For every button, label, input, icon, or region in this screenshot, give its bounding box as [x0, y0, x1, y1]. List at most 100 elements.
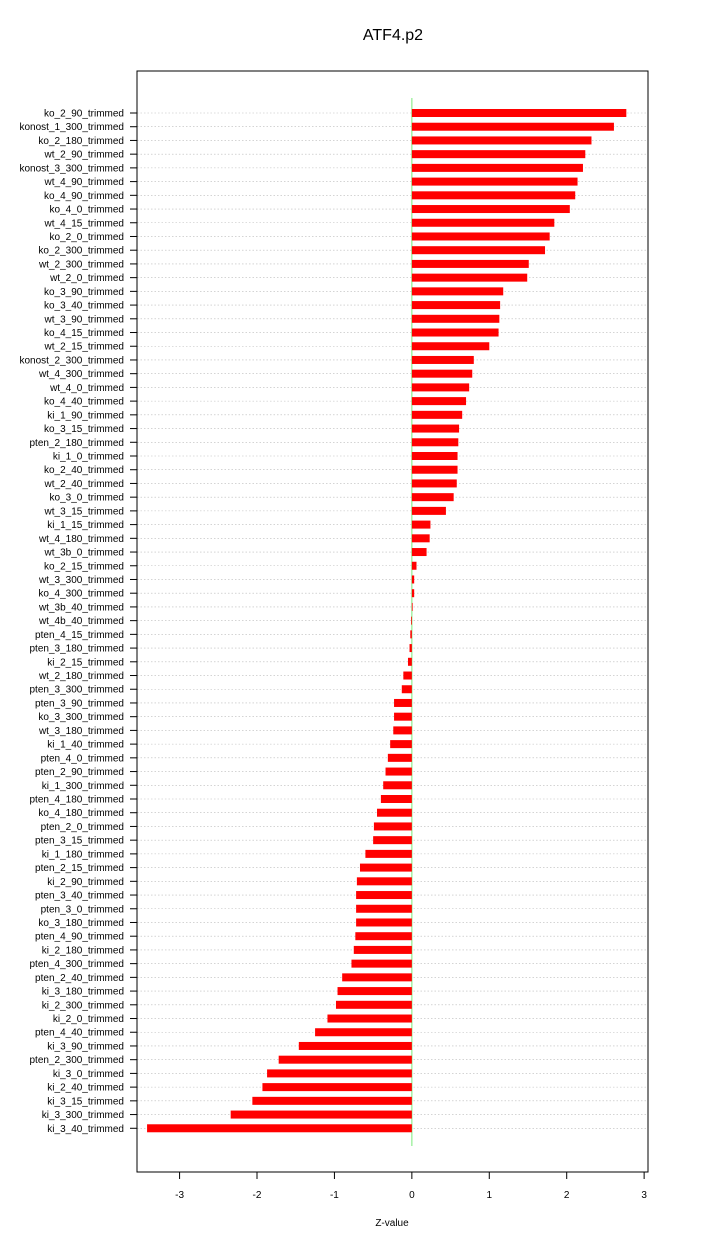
category-label: ko_3_0_trimmed	[50, 493, 124, 504]
category-label: wt_2_40_trimmed	[44, 479, 124, 490]
category-label: ko_2_90_trimmed	[44, 109, 124, 120]
bar	[387, 753, 412, 762]
bar	[411, 534, 430, 543]
bar	[401, 685, 412, 694]
bar	[411, 438, 459, 447]
category-label: ko_3_180_trimmed	[38, 918, 124, 929]
bar	[351, 959, 412, 968]
bar	[411, 575, 415, 584]
category-label: ki_1_40_trimmed	[47, 740, 124, 751]
category-label: ki_2_300_trimmed	[42, 1000, 124, 1011]
category-label: pten_2_0_trimmed	[41, 822, 124, 833]
category-label: pten_2_90_trimmed	[35, 767, 124, 778]
bar	[411, 328, 499, 337]
bar	[393, 726, 412, 735]
x-tick-label: 2	[564, 1190, 570, 1201]
bar	[380, 795, 412, 803]
bar	[411, 342, 490, 351]
bar	[267, 1069, 412, 1078]
bar	[411, 561, 417, 570]
bar	[411, 493, 454, 502]
bar	[230, 1110, 412, 1119]
category-label: wt_3_15_trimmed	[44, 506, 124, 517]
category-label: pten_3_15_trimmed	[35, 836, 124, 847]
category-label: wt_3b_40_trimmed	[38, 602, 124, 613]
bar	[411, 218, 555, 227]
category-label: wt_2_180_trimmed	[38, 671, 124, 682]
category-label: pten_4_40_trimmed	[35, 1028, 124, 1039]
category-label: pten_2_180_trimmed	[29, 438, 124, 449]
category-label: wt_2_15_trimmed	[44, 342, 124, 353]
category-label: ki_1_15_trimmed	[47, 520, 124, 531]
bar	[411, 602, 413, 611]
bars	[147, 109, 627, 1133]
bar	[411, 410, 463, 419]
category-label: ko_3_90_trimmed	[44, 287, 124, 298]
bar	[411, 163, 583, 172]
bar	[411, 452, 458, 460]
category-label: ko_3_300_trimmed	[38, 712, 124, 723]
category-label: ko_4_15_trimmed	[44, 328, 124, 339]
category-label: pten_4_180_trimmed	[29, 795, 124, 806]
bar	[342, 973, 412, 982]
category-label: pten_2_15_trimmed	[35, 863, 124, 874]
category-label: ki_3_180_trimmed	[42, 987, 124, 998]
category-label: pten_4_15_trimmed	[35, 630, 124, 641]
bar	[411, 177, 578, 186]
bar	[411, 109, 627, 117]
category-label: ko_4_180_trimmed	[38, 808, 124, 819]
category-label: ki_1_90_trimmed	[47, 410, 124, 421]
category-label: ki_3_300_trimmed	[42, 1110, 124, 1121]
category-label: ko_2_0_trimmed	[50, 232, 124, 243]
category-label: wt_2_300_trimmed	[38, 259, 124, 270]
category-label: ko_4_300_trimmed	[38, 589, 124, 600]
category-label: wt_3_300_trimmed	[38, 575, 124, 586]
bar	[394, 698, 412, 707]
bar	[327, 1014, 412, 1023]
category-label: wt_4_0_trimmed	[49, 383, 124, 394]
bar	[411, 301, 501, 310]
bar	[411, 232, 550, 241]
category-label: ki_1_180_trimmed	[42, 849, 124, 860]
bar	[373, 822, 412, 831]
category-label: wt_4_180_trimmed	[38, 534, 124, 545]
x-tick-label: 0	[409, 1190, 415, 1201]
bar	[411, 424, 460, 433]
category-label: ki_3_40_trimmed	[47, 1124, 124, 1135]
bar	[411, 122, 614, 131]
bar	[411, 548, 427, 557]
category-label: wt_4_15_trimmed	[44, 218, 124, 229]
category-label: pten_3_0_trimmed	[41, 904, 124, 915]
category-label: pten_4_300_trimmed	[29, 959, 124, 970]
bar	[411, 314, 500, 323]
category-label: ko_4_40_trimmed	[44, 397, 124, 408]
bar	[252, 1096, 412, 1105]
category-label: pten_2_40_trimmed	[35, 973, 124, 984]
bar	[353, 945, 412, 954]
bar	[411, 369, 473, 378]
bar	[411, 273, 528, 282]
bar	[147, 1124, 412, 1133]
category-label: wt_3b_0_trimmed	[44, 548, 124, 559]
category-label: ki_1_0_trimmed	[53, 452, 124, 463]
category-label: pten_2_300_trimmed	[29, 1055, 124, 1066]
category-labels: ko_2_90_trimmed konost_1_300_trimmed ko_2_…	[19, 109, 137, 1135]
category-label: wt_4_300_trimmed	[38, 369, 124, 380]
category-label: ki_3_0_trimmed	[53, 1069, 124, 1080]
bar	[411, 191, 576, 200]
bar	[411, 150, 586, 159]
x-axis: -3 -2 -1 0 1 2 3	[175, 1172, 647, 1201]
bar	[411, 479, 457, 488]
bar	[262, 1083, 412, 1092]
category-label: wt_2_90_trimmed	[44, 150, 124, 161]
bar	[411, 259, 529, 268]
category-label: wt_2_0_trimmed	[49, 273, 124, 284]
bar	[407, 657, 412, 666]
bar	[373, 836, 412, 845]
category-label: ko_3_15_trimmed	[44, 424, 124, 435]
category-label: ko_3_40_trimmed	[44, 301, 124, 312]
bar	[385, 767, 412, 776]
bar	[315, 1028, 412, 1037]
bar	[335, 1000, 412, 1009]
bar	[355, 932, 412, 941]
